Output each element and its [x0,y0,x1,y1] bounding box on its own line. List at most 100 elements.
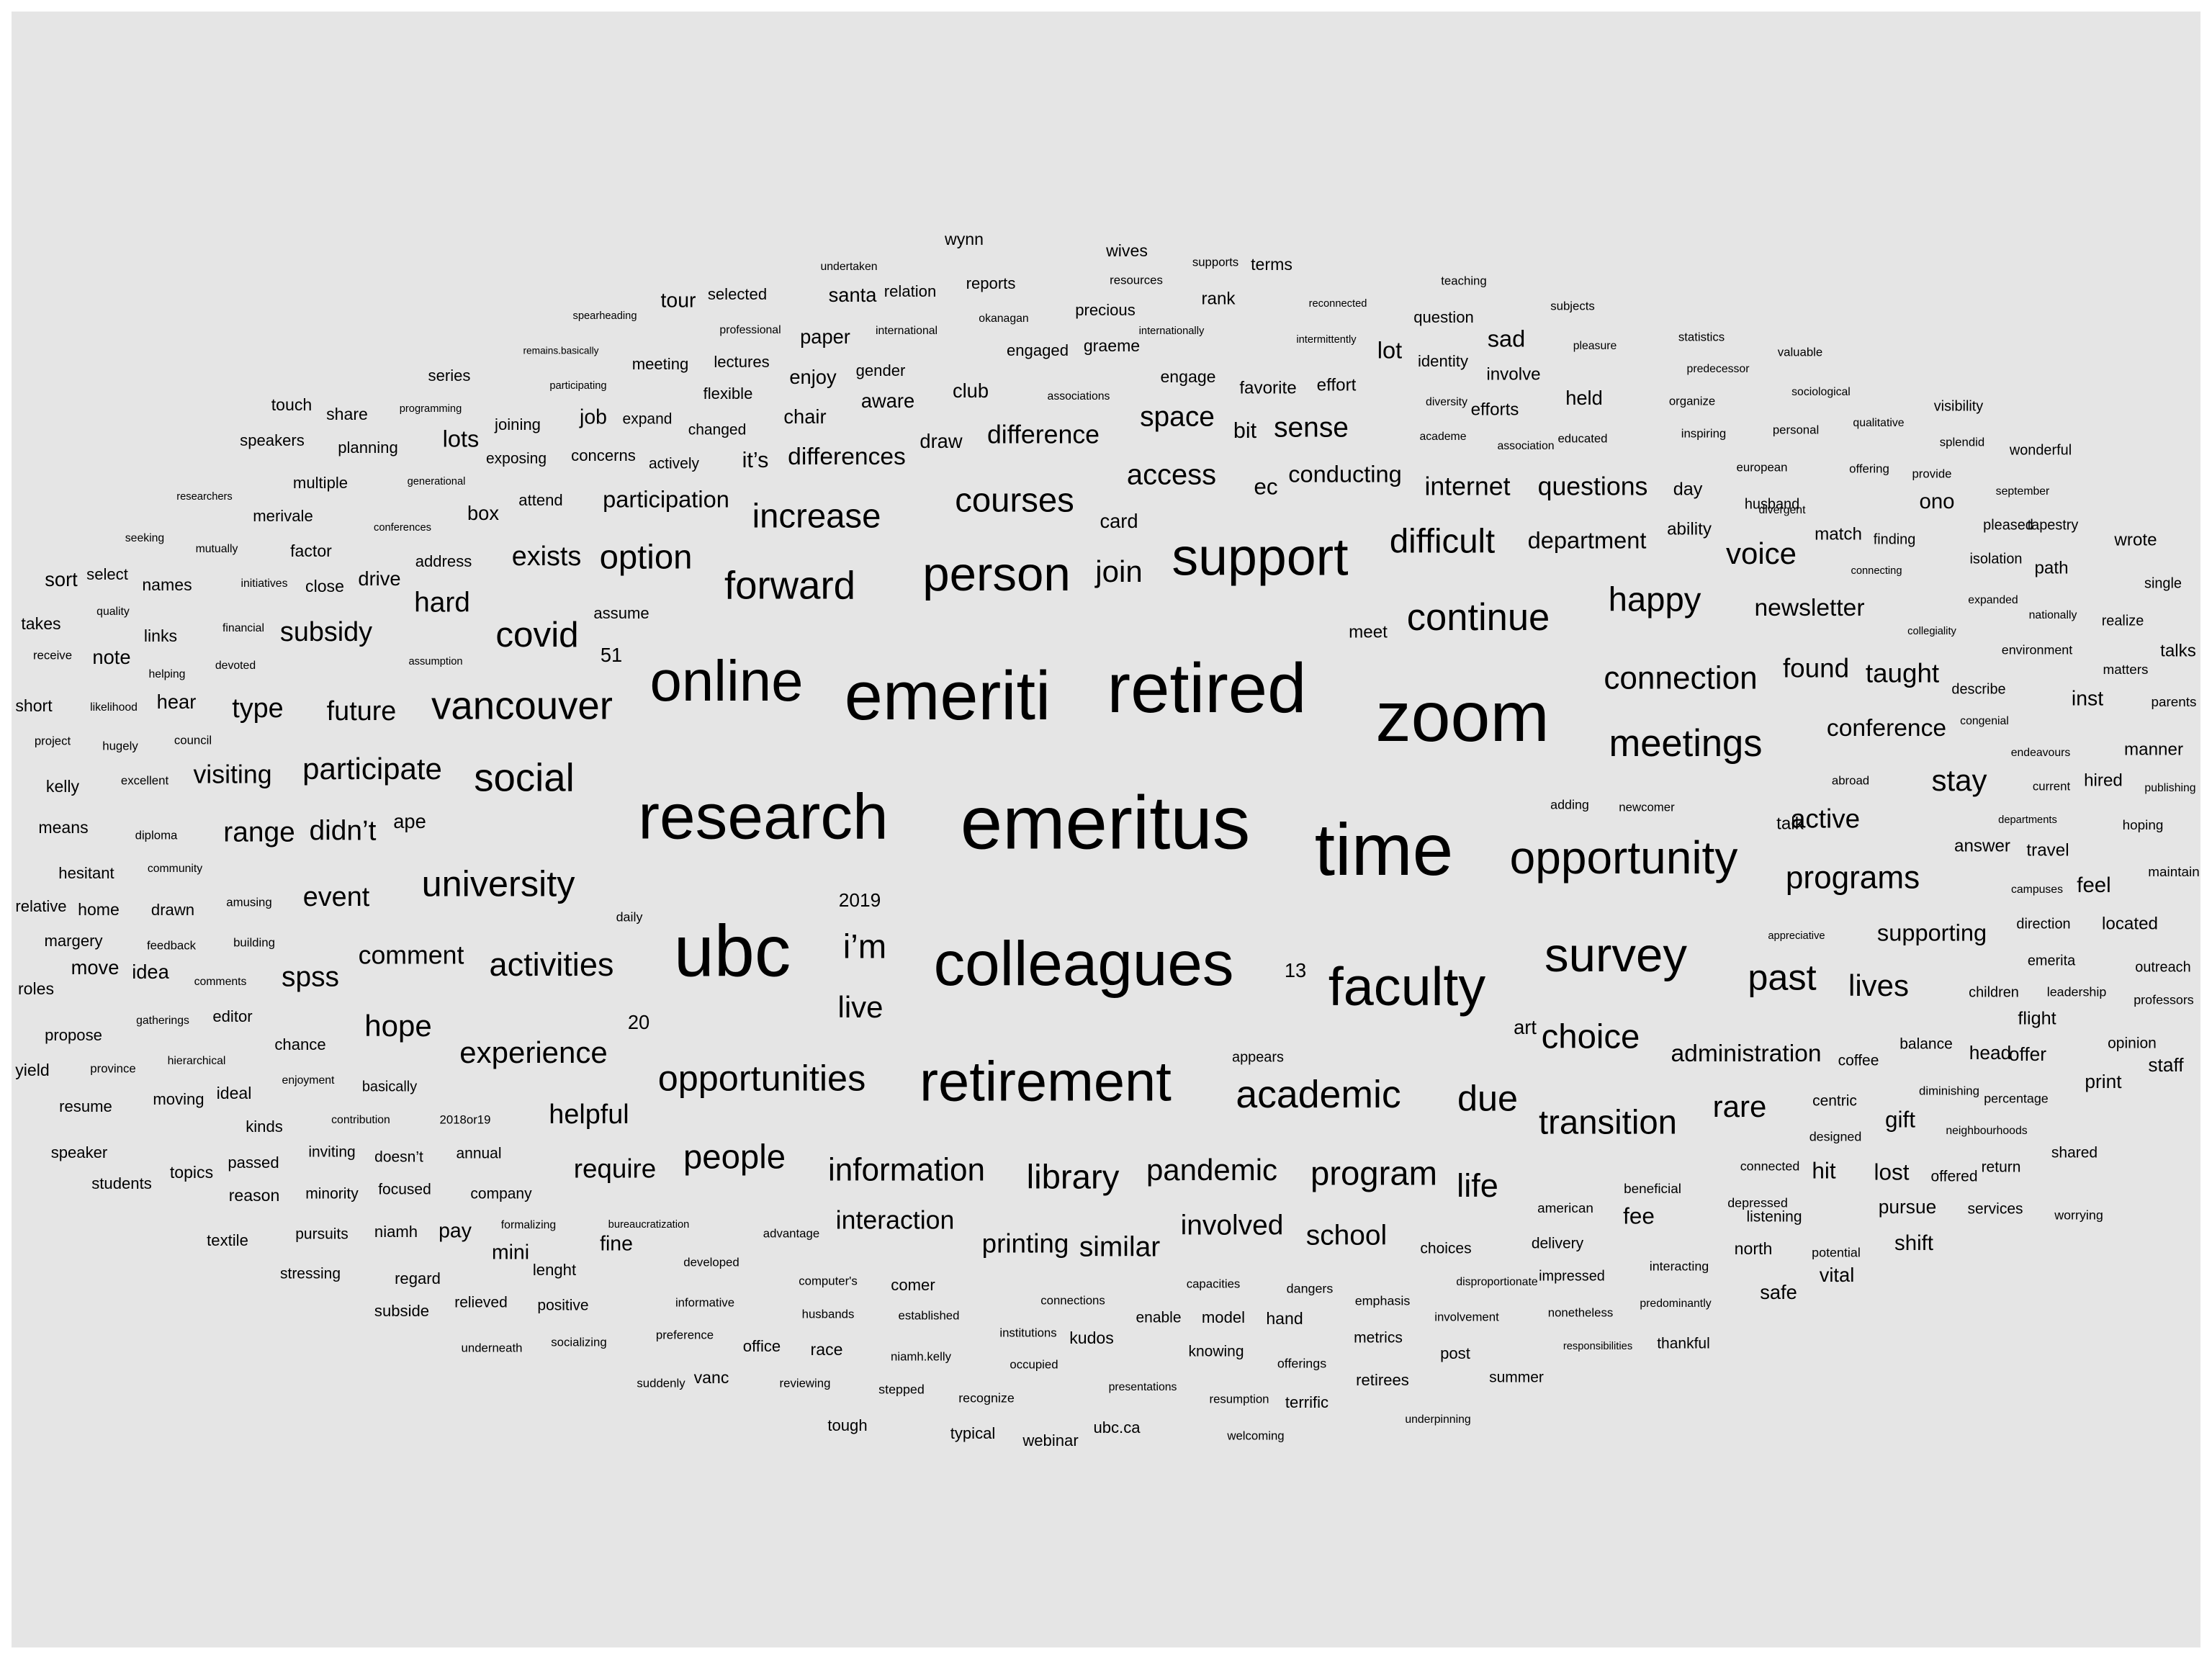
word-department: department [1528,527,1647,554]
word-beneficial: beneficial [1624,1182,1681,1197]
word-i-m: i’m [843,928,886,966]
word-programs: programs [1786,860,1920,896]
word-academe: academe [1420,431,1467,443]
word-opportunity: opportunity [1510,832,1738,884]
word-people: people [683,1138,786,1177]
word-social: social [474,755,575,799]
word-reason: reason [229,1186,280,1205]
word-safe: safe [1760,1281,1797,1303]
word-building: building [233,935,275,949]
word-graeme: graeme [1084,336,1140,355]
word-offering: offering [1849,462,1889,475]
word-precious: precious [1075,301,1136,319]
word-ec: ec [1254,473,1277,499]
word-valuable: valuable [1778,345,1823,359]
word-appears: appears [1232,1049,1284,1065]
word-daily: daily [616,910,643,925]
word-matters: matters [2103,662,2149,678]
word-researchers: researchers [176,491,233,503]
word-relative: relative [15,897,66,915]
word-interaction: interaction [836,1205,955,1234]
word-occupied: occupied [1010,1357,1058,1371]
word-series: series [428,367,471,385]
word-effort: effort [1317,375,1357,395]
word-exists: exists [512,541,582,572]
word-range: range [223,817,295,848]
word-okanagan: okanagan [979,313,1028,325]
word-thankful: thankful [1657,1336,1710,1352]
word-manner: manner [2124,739,2183,759]
word-listening: listening [1746,1209,1802,1226]
word-program: program [1310,1155,1437,1193]
word-lost: lost [1874,1159,1909,1184]
word-found: found [1783,654,1849,683]
word-educated: educated [1557,431,1607,445]
word-vancouver: vancouver [431,683,613,727]
word-disproportionate: disproportionate [1456,1276,1538,1288]
word-underneath: underneath [462,1341,523,1354]
word-colleagues: colleagues [934,929,1234,999]
word-wrote: wrote [2113,530,2157,549]
word-connections: connections [1040,1293,1105,1307]
word-kudos: kudos [1069,1328,1114,1347]
word-draw: draw [920,430,962,452]
word-hand: hand [1266,1309,1303,1328]
word-staff: staff [2148,1054,2184,1076]
word-held: held [1565,387,1603,409]
word-activities: activities [490,946,614,983]
word-hugely: hugely [102,739,138,752]
word-computer-s: computer's [799,1274,858,1287]
word-engage: engage [1160,367,1215,386]
word-american: american [1537,1201,1593,1216]
word-predecessor: predecessor [1687,363,1750,375]
word-webinar: webinar [1022,1431,1078,1449]
word-interacting: interacting [1650,1259,1709,1274]
word-touch: touch [271,395,313,414]
word-time: time [1315,809,1454,891]
word-taught: taught [1866,659,1939,688]
word-emerita: emerita [2028,953,2076,968]
word-card: card [1100,510,1138,532]
word-path: path [2034,558,2068,577]
word-mini: mini [492,1241,529,1264]
word-meeting: meeting [632,355,689,373]
word-choices: choices [1420,1241,1471,1257]
word-yield: yield [15,1061,50,1079]
word-involvement: involvement [1434,1310,1499,1323]
word-covid: covid [495,615,578,655]
word-visiting: visiting [193,760,271,788]
word-internet: internet [1424,472,1510,500]
word-socializing: socializing [551,1335,606,1349]
word-13: 13 [1285,959,1306,981]
word-percentage: percentage [1984,1092,2049,1106]
word-neighbourhoods: neighbourhoods [1946,1125,2027,1137]
word-experience: experience [459,1035,607,1069]
word-connected: connected [1740,1159,1800,1174]
word-hard: hard [414,587,470,618]
word-helping: helping [149,668,186,680]
word-shift: shift [1894,1231,1933,1255]
word-similar: similar [1079,1231,1160,1262]
word-doesn-t: doesn’t [374,1149,423,1166]
word-difference: difference [987,420,1100,449]
word-environment: environment [2002,643,2072,657]
word-campuses: campuses [2011,884,2063,896]
word-community: community [148,863,202,875]
word-feel: feel [2077,873,2110,897]
word-event: event [303,882,370,912]
word-passed: passed [228,1154,279,1172]
word-continue: continue [1407,596,1550,639]
word-minority: minority [305,1186,359,1202]
word-contribution: contribution [331,1114,390,1126]
word-past: past [1748,956,1816,997]
word-resume: resume [59,1097,112,1115]
word-lenght: lenght [533,1261,576,1279]
word-wonderful: wonderful [2009,442,2072,458]
word-professors: professors [2134,993,2194,1007]
word-parents: parents [2151,695,2196,710]
word-meet: meet [1349,622,1388,642]
word-devoted: devoted [215,660,256,672]
word-reports: reports [966,274,1016,292]
word-bit: bit [1233,418,1257,443]
word-centric: centric [1812,1093,1857,1110]
